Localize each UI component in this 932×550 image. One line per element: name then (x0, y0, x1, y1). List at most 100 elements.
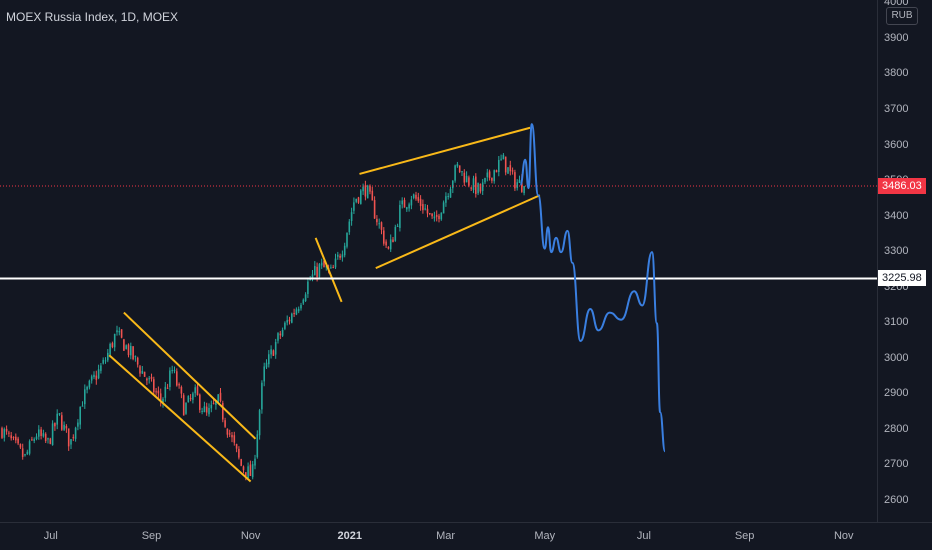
candle-body-65 (150, 376, 153, 379)
currency-button[interactable]: RUB (886, 7, 918, 25)
candle-body-21 (49, 438, 52, 444)
candle-body-131 (302, 299, 305, 304)
candle-body-149 (343, 245, 346, 256)
horizontal-line-price-tag: 3225.98 (878, 270, 926, 287)
candle-body-181 (417, 197, 420, 201)
candle-body-208 (479, 184, 482, 192)
candle-body-88 (203, 406, 206, 413)
candle-body-130 (300, 304, 302, 309)
price-tick-label: 3900 (884, 31, 909, 44)
candle-body-51 (118, 331, 121, 333)
candle-body-2 (5, 428, 8, 432)
candle-body-109 (251, 464, 254, 478)
candle-body-159 (366, 185, 369, 199)
trendline-2 (108, 354, 252, 483)
candle-body-177 (408, 204, 410, 209)
candle-body-43 (100, 365, 102, 371)
candle-body-53 (123, 339, 125, 351)
candle-body-160 (369, 185, 371, 192)
candle-body-13 (31, 439, 33, 441)
candle-body-76 (176, 371, 178, 386)
candle-body-158 (364, 185, 367, 197)
candle-body-188 (433, 216, 436, 219)
time-tick-label: Sep (141, 530, 162, 542)
candle-body-223 (514, 172, 516, 189)
price-tick-label: 3300 (884, 245, 909, 258)
price-tick-label: 2900 (884, 387, 909, 400)
candle-body-156 (360, 190, 362, 204)
candle-body-217 (500, 158, 502, 160)
candle-body-79 (182, 395, 185, 416)
candle-body-28 (65, 426, 68, 429)
candle-body-61 (141, 370, 144, 374)
candle-body-75 (173, 369, 176, 372)
candle-body-123 (284, 322, 286, 329)
candle-body-165 (380, 222, 383, 230)
candle-body-147 (339, 255, 341, 258)
candle-body-1 (3, 429, 6, 438)
candle-body-48 (111, 343, 114, 348)
candle-body-151 (348, 221, 351, 233)
candle-body-42 (97, 369, 100, 379)
candle-body-85 (196, 386, 199, 396)
candle-body-178 (410, 199, 413, 206)
candle-body-182 (419, 198, 422, 207)
candle-body-180 (415, 194, 417, 199)
candle-body-204 (470, 187, 472, 189)
candle-body-201 (463, 172, 466, 183)
candle-body-80 (185, 402, 187, 414)
candle-body-6 (15, 436, 17, 441)
last-price-tag: 3486.03 (878, 178, 926, 195)
price-tick-label: 3000 (884, 351, 909, 364)
candle-body-62 (143, 371, 146, 377)
candle-body-207 (477, 183, 479, 194)
candle-body-225 (518, 179, 521, 183)
candle-body-205 (472, 178, 475, 190)
candle-body-194 (447, 195, 449, 197)
time-tick-label: May (534, 530, 556, 542)
candle-body-211 (486, 172, 489, 178)
candle-body-31 (72, 437, 75, 439)
candle-body-167 (385, 241, 387, 246)
candle-body-40 (93, 374, 95, 378)
candle-body-184 (424, 208, 426, 210)
time-tick-label: Nov (240, 530, 261, 542)
time-tick-label: Mar (436, 530, 456, 542)
trendline-5 (375, 194, 541, 270)
candle-body-3 (8, 432, 10, 434)
candle-body-227 (523, 186, 525, 194)
candle-body-22 (51, 423, 54, 446)
candle-body-203 (468, 177, 470, 186)
candle-body-102 (235, 444, 238, 449)
price-tick-label: 2700 (884, 458, 909, 471)
candle-body-110 (254, 458, 256, 466)
candle-body-224 (516, 182, 518, 189)
candle-body-214 (493, 170, 495, 182)
candle-body-206 (475, 176, 477, 194)
candle-body-73 (169, 370, 171, 388)
candle-body-66 (153, 379, 155, 393)
candle-body-38 (88, 380, 91, 388)
candle-body-116 (268, 354, 270, 365)
candle-body-18 (42, 433, 45, 437)
candle-body-126 (291, 313, 293, 323)
candle-body-64 (148, 378, 150, 380)
price-tick-label: 2800 (884, 422, 909, 435)
candle-body-173 (399, 205, 401, 228)
candle-body-14 (33, 439, 35, 441)
candle-body-41 (95, 375, 98, 380)
candle-body-107 (247, 466, 249, 479)
candle-body-176 (406, 207, 408, 210)
price-tick-label: 2600 (884, 494, 909, 506)
candle-body-137 (316, 266, 318, 277)
candle-body-35 (81, 405, 84, 407)
candle-body-47 (109, 344, 111, 355)
candle-body-0 (1, 428, 3, 438)
price-tick-label: 3400 (884, 209, 909, 222)
candle-body-125 (288, 319, 291, 322)
candle-body-128 (295, 309, 298, 315)
candle-body-68 (157, 390, 160, 394)
candle-body-10 (24, 454, 26, 456)
candle-body-49 (113, 333, 116, 348)
